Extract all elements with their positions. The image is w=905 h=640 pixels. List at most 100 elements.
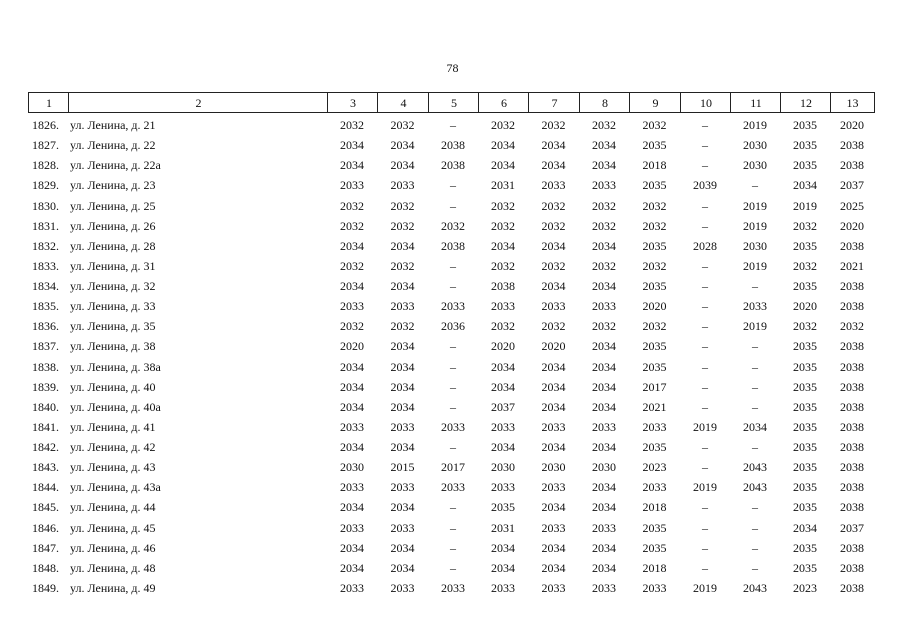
value-cell: 2035 [793,158,817,173]
value-cell: 2034 [390,399,415,414]
value-cell: 2033 [390,299,415,314]
value-cell: – [702,379,708,394]
value-cell: 2032 [390,319,415,334]
value-cell: 2017 [441,460,465,475]
value-cell: – [752,520,758,535]
value-cell: 2035 [642,238,667,253]
value-cell: 2034 [592,158,616,173]
value-cell: 2038 [441,158,465,173]
value-cell: 2038 [840,158,864,173]
value-cell: 2031 [491,178,515,193]
value-cell: 2032 [642,258,667,273]
value-cell: 2038 [840,580,864,595]
value-cell: 2038 [840,480,864,495]
value-cell: 2034 [491,560,515,575]
value-cell: 2034 [592,440,616,455]
value-cell: 2043 [743,480,767,495]
row-number: 1830. [32,198,59,213]
value-cell: 2033 [390,580,415,595]
value-cell: 2030 [592,460,616,475]
value-cell: 2020 [793,299,817,314]
value-cell: – [702,399,708,414]
value-cell: 2035 [793,440,817,455]
header-cell: 2 [68,92,328,113]
value-cell: 2032 [491,258,515,273]
value-cell: – [752,399,758,414]
value-cell: 2038 [441,238,465,253]
value-cell: 2033 [441,480,465,495]
header-cell: 3 [327,92,378,113]
value-cell: 2033 [592,419,616,434]
value-cell: 2033 [592,520,616,535]
value-cell: – [702,500,708,515]
value-cell: 2038 [491,279,515,294]
address: ул. Ленина, д. 38а [70,359,161,374]
value-cell: 2035 [793,339,817,354]
value-cell: 2032 [390,218,415,233]
address: ул. Ленина, д. 25 [70,198,156,213]
value-cell: 2035 [793,399,817,414]
address: ул. Ленина, д. 38 [70,339,156,354]
value-cell: 2038 [840,399,864,414]
address: ул. Ленина, д. 22а [70,158,161,173]
value-cell: – [752,339,758,354]
value-cell: 2034 [592,480,616,495]
value-cell: 2034 [541,440,566,455]
value-cell: 2037 [491,399,515,414]
value-cell: 2034 [793,178,817,193]
value-cell: 2031 [491,520,515,535]
value-cell: 2034 [390,500,415,515]
value-cell: 2019 [743,198,767,213]
value-cell: 2038 [840,299,864,314]
row-number: 1829. [32,178,59,193]
value-cell: 2032 [491,118,515,132]
value-cell: – [702,198,708,213]
value-cell: 2034 [592,138,616,153]
value-cell: – [702,279,708,294]
value-cell: – [702,138,708,153]
value-cell: 2032 [340,118,364,132]
row-number: 1847. [32,540,59,555]
value-cell: 2020 [541,339,566,354]
address: ул. Ленина, д. 42 [70,440,156,455]
value-cell: 2019 [743,319,767,334]
row-number: 1838. [32,359,59,374]
value-cell: 2034 [592,500,616,515]
value-cell: 2032 [840,319,864,334]
value-cell: 2030 [541,460,566,475]
row-number: 1833. [32,258,59,273]
value-cell: – [450,560,456,575]
value-cell: 2034 [743,419,767,434]
value-cell: – [752,178,758,193]
header-cell: 4 [377,92,429,113]
value-cell: 2034 [541,379,566,394]
value-cell: 2033 [390,520,415,535]
value-cell: 2032 [793,319,817,334]
address: ул. Ленина, д. 46 [70,540,156,555]
value-cell: 2035 [793,460,817,475]
value-cell: – [702,258,708,273]
value-cell: 2034 [491,238,515,253]
value-cell: 2019 [693,419,717,434]
value-cell: – [450,258,456,273]
value-cell: 2034 [592,238,616,253]
value-cell: 2032 [541,258,566,273]
value-cell: – [702,118,708,132]
value-cell: – [450,379,456,394]
value-cell: – [702,339,708,354]
header-cell: 8 [579,92,630,113]
value-cell: 2038 [840,419,864,434]
value-cell: 2034 [340,379,364,394]
value-cell: 2034 [340,359,364,374]
value-cell: 2032 [793,218,817,233]
row-number: 1841. [32,419,59,434]
value-cell: 2034 [340,399,364,414]
value-cell: – [702,440,708,455]
value-cell: 2018 [642,500,667,515]
value-cell: 2020 [840,218,864,233]
value-cell: 2033 [441,299,465,314]
value-cell: 2033 [592,178,616,193]
value-cell: 2034 [541,238,566,253]
value-cell: 2034 [340,560,364,575]
value-cell: 2033 [491,480,515,495]
